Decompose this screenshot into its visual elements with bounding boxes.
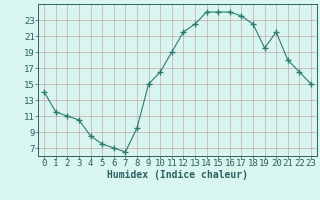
X-axis label: Humidex (Indice chaleur): Humidex (Indice chaleur) xyxy=(107,170,248,180)
